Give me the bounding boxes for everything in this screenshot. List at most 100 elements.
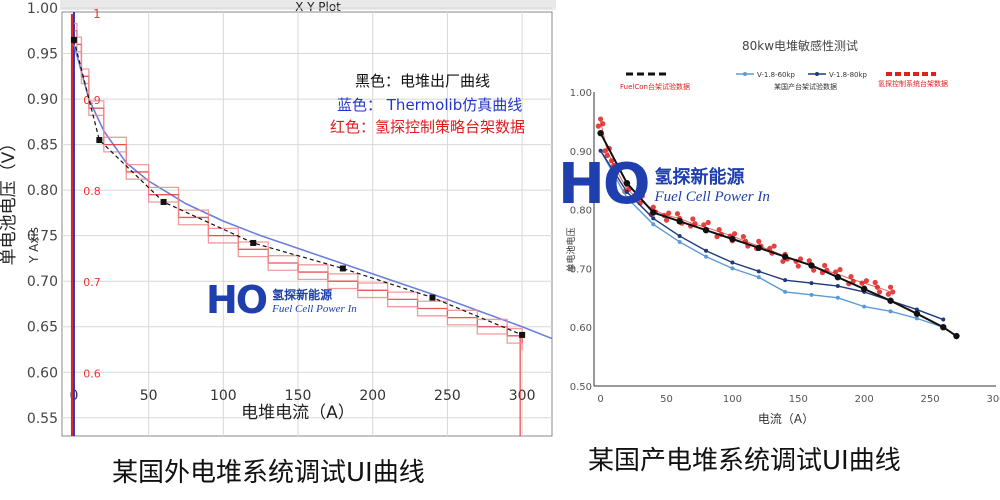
chart-title: 80kw电堆敏感性测试 [742, 38, 858, 53]
v80-point [704, 248, 709, 253]
inner-y-tick-label: 0.8 [83, 185, 101, 198]
v80-point [783, 278, 788, 283]
hydrogen-point [872, 279, 878, 286]
fuelcon-point [887, 297, 894, 304]
y-tick-label: 0.65 [27, 320, 58, 336]
series-rig-red-line [73, 22, 523, 336]
y-tick-label: 0.60 [27, 365, 58, 381]
hydrogen-point [863, 278, 869, 284]
v80-point [756, 269, 761, 274]
v60-point [809, 292, 814, 297]
hydrogen-point [690, 216, 696, 222]
hydrogen-point [705, 219, 711, 226]
legend-marker-v80 [815, 72, 819, 76]
hydrogen-point [885, 291, 891, 297]
plot-window-title: X Y Plot [295, 0, 341, 14]
hydrogen-point [731, 231, 738, 237]
y-tick-label: 1.00 [27, 1, 58, 17]
legend-black-text: 黑色：电堆出厂曲线 [355, 72, 491, 90]
y-tick-label: 0.50 [570, 382, 592, 393]
y-tick-label: 0.75 [27, 229, 58, 245]
fuelcon-point [860, 285, 868, 293]
hydrogen-point [740, 234, 746, 240]
top-marker-label: 1 [93, 7, 101, 21]
v80-point [651, 216, 656, 221]
factory-point [96, 137, 103, 144]
hydrogen-point [595, 123, 601, 129]
factory-point [339, 265, 346, 272]
fuelcon-point [729, 235, 736, 243]
fuelcon-point [834, 274, 842, 281]
v60-point [862, 304, 867, 309]
hydrogen-point [797, 256, 804, 262]
legend-label-factory: 某国产台架试验数据 [774, 82, 837, 91]
hydrogen-point [780, 258, 786, 264]
plot-area [61, 11, 553, 437]
left-xy-plot: X Y Plot1.000.950.900.850.800.750.700.65… [0, 0, 556, 437]
v80-point [624, 189, 629, 194]
factory-point [250, 239, 257, 246]
right-caption: 某国产电堆系统调试UI曲线 [588, 446, 901, 476]
hydrogen-point [806, 258, 812, 264]
v80-point [914, 307, 919, 312]
series-rig-red-line [73, 37, 523, 351]
hydrogen-point [756, 238, 762, 244]
hydrogen-point [822, 262, 828, 269]
right-chart-panel: 80kw电堆敏感性测试 FuelCon台架试验数据 V-1.8-60kp V-1.8-… [556, 0, 1000, 430]
v80-point [598, 148, 603, 153]
v80-point [941, 317, 946, 322]
factory-point [160, 198, 167, 205]
hydrogen-point [771, 243, 777, 249]
v60-point [730, 266, 735, 271]
hydrogen-point [666, 210, 672, 216]
left-logo: HO 氢探新能源 Fuel Cell Power In [206, 278, 357, 322]
hydrogen-point [597, 116, 604, 122]
v80-point [730, 260, 735, 265]
v60-point [835, 295, 840, 300]
y-axis-label: 单电池电压（V） [0, 135, 19, 266]
y-axis-label: 单电池电压 [565, 227, 577, 272]
hydrogen-point [795, 263, 801, 269]
legend-label-hydrogen: 氢探控制系统台架数据 [878, 79, 948, 88]
x-tick-label: 150 [789, 394, 808, 405]
factory-point [519, 331, 526, 338]
fuelcon-point [650, 209, 657, 216]
inner-y-tick-label: 0.7 [83, 276, 101, 289]
hydrogen-point [887, 284, 894, 290]
fuelcon-point [597, 129, 604, 137]
y-tick-label: 1.00 [570, 88, 592, 99]
legend-label-fuelcon: FuelCon台架试验数据 [620, 82, 690, 91]
fuelcon-point [623, 179, 631, 187]
hydrogen-point [890, 289, 896, 295]
logo-mark: HO [206, 278, 268, 322]
x-tick-label: 300 [986, 394, 1000, 405]
legend-red-text: 红色：氢探控制策略台架数据 [330, 118, 526, 136]
x-tick-label: 250 [434, 388, 461, 404]
v60-point [651, 222, 656, 227]
y-axis-inner-label: Y Axis [27, 227, 41, 264]
y-tick-label: 0.90 [570, 147, 592, 158]
x-tick-label: 100 [723, 394, 742, 405]
factory-point [70, 36, 77, 43]
legend-marker-v60 [743, 72, 747, 76]
logo-cn-text: 氢探新能源 [272, 287, 333, 302]
x-tick-label: 50 [660, 394, 673, 405]
y-tick-label: 0.80 [570, 206, 592, 217]
hydrogen-point [663, 217, 670, 223]
v80-point [809, 281, 814, 286]
right-logo: HO 氢探新能源 Fuel Cell Power In [558, 152, 770, 217]
plot-title-bar [60, 0, 556, 10]
left-caption: 某国外电堆系统调试UI曲线 [112, 458, 425, 488]
fuelcon-point [755, 244, 762, 252]
right-sensitivity-chart: 80kw电堆敏感性测试 FuelCon台架试验数据 V-1.8-60kp V-1.8-… [565, 38, 1000, 426]
hydrogen-point [674, 211, 681, 217]
v60-point [624, 195, 629, 200]
v60-point [783, 289, 788, 294]
hydrogen-point [602, 148, 608, 154]
v60-point [756, 275, 761, 280]
fuelcon-point [940, 324, 947, 331]
y-tick-label: 0.60 [570, 323, 592, 334]
x-tick-label: 100 [210, 388, 237, 404]
factory-point [429, 294, 436, 301]
x-tick-label: 200 [359, 388, 386, 404]
